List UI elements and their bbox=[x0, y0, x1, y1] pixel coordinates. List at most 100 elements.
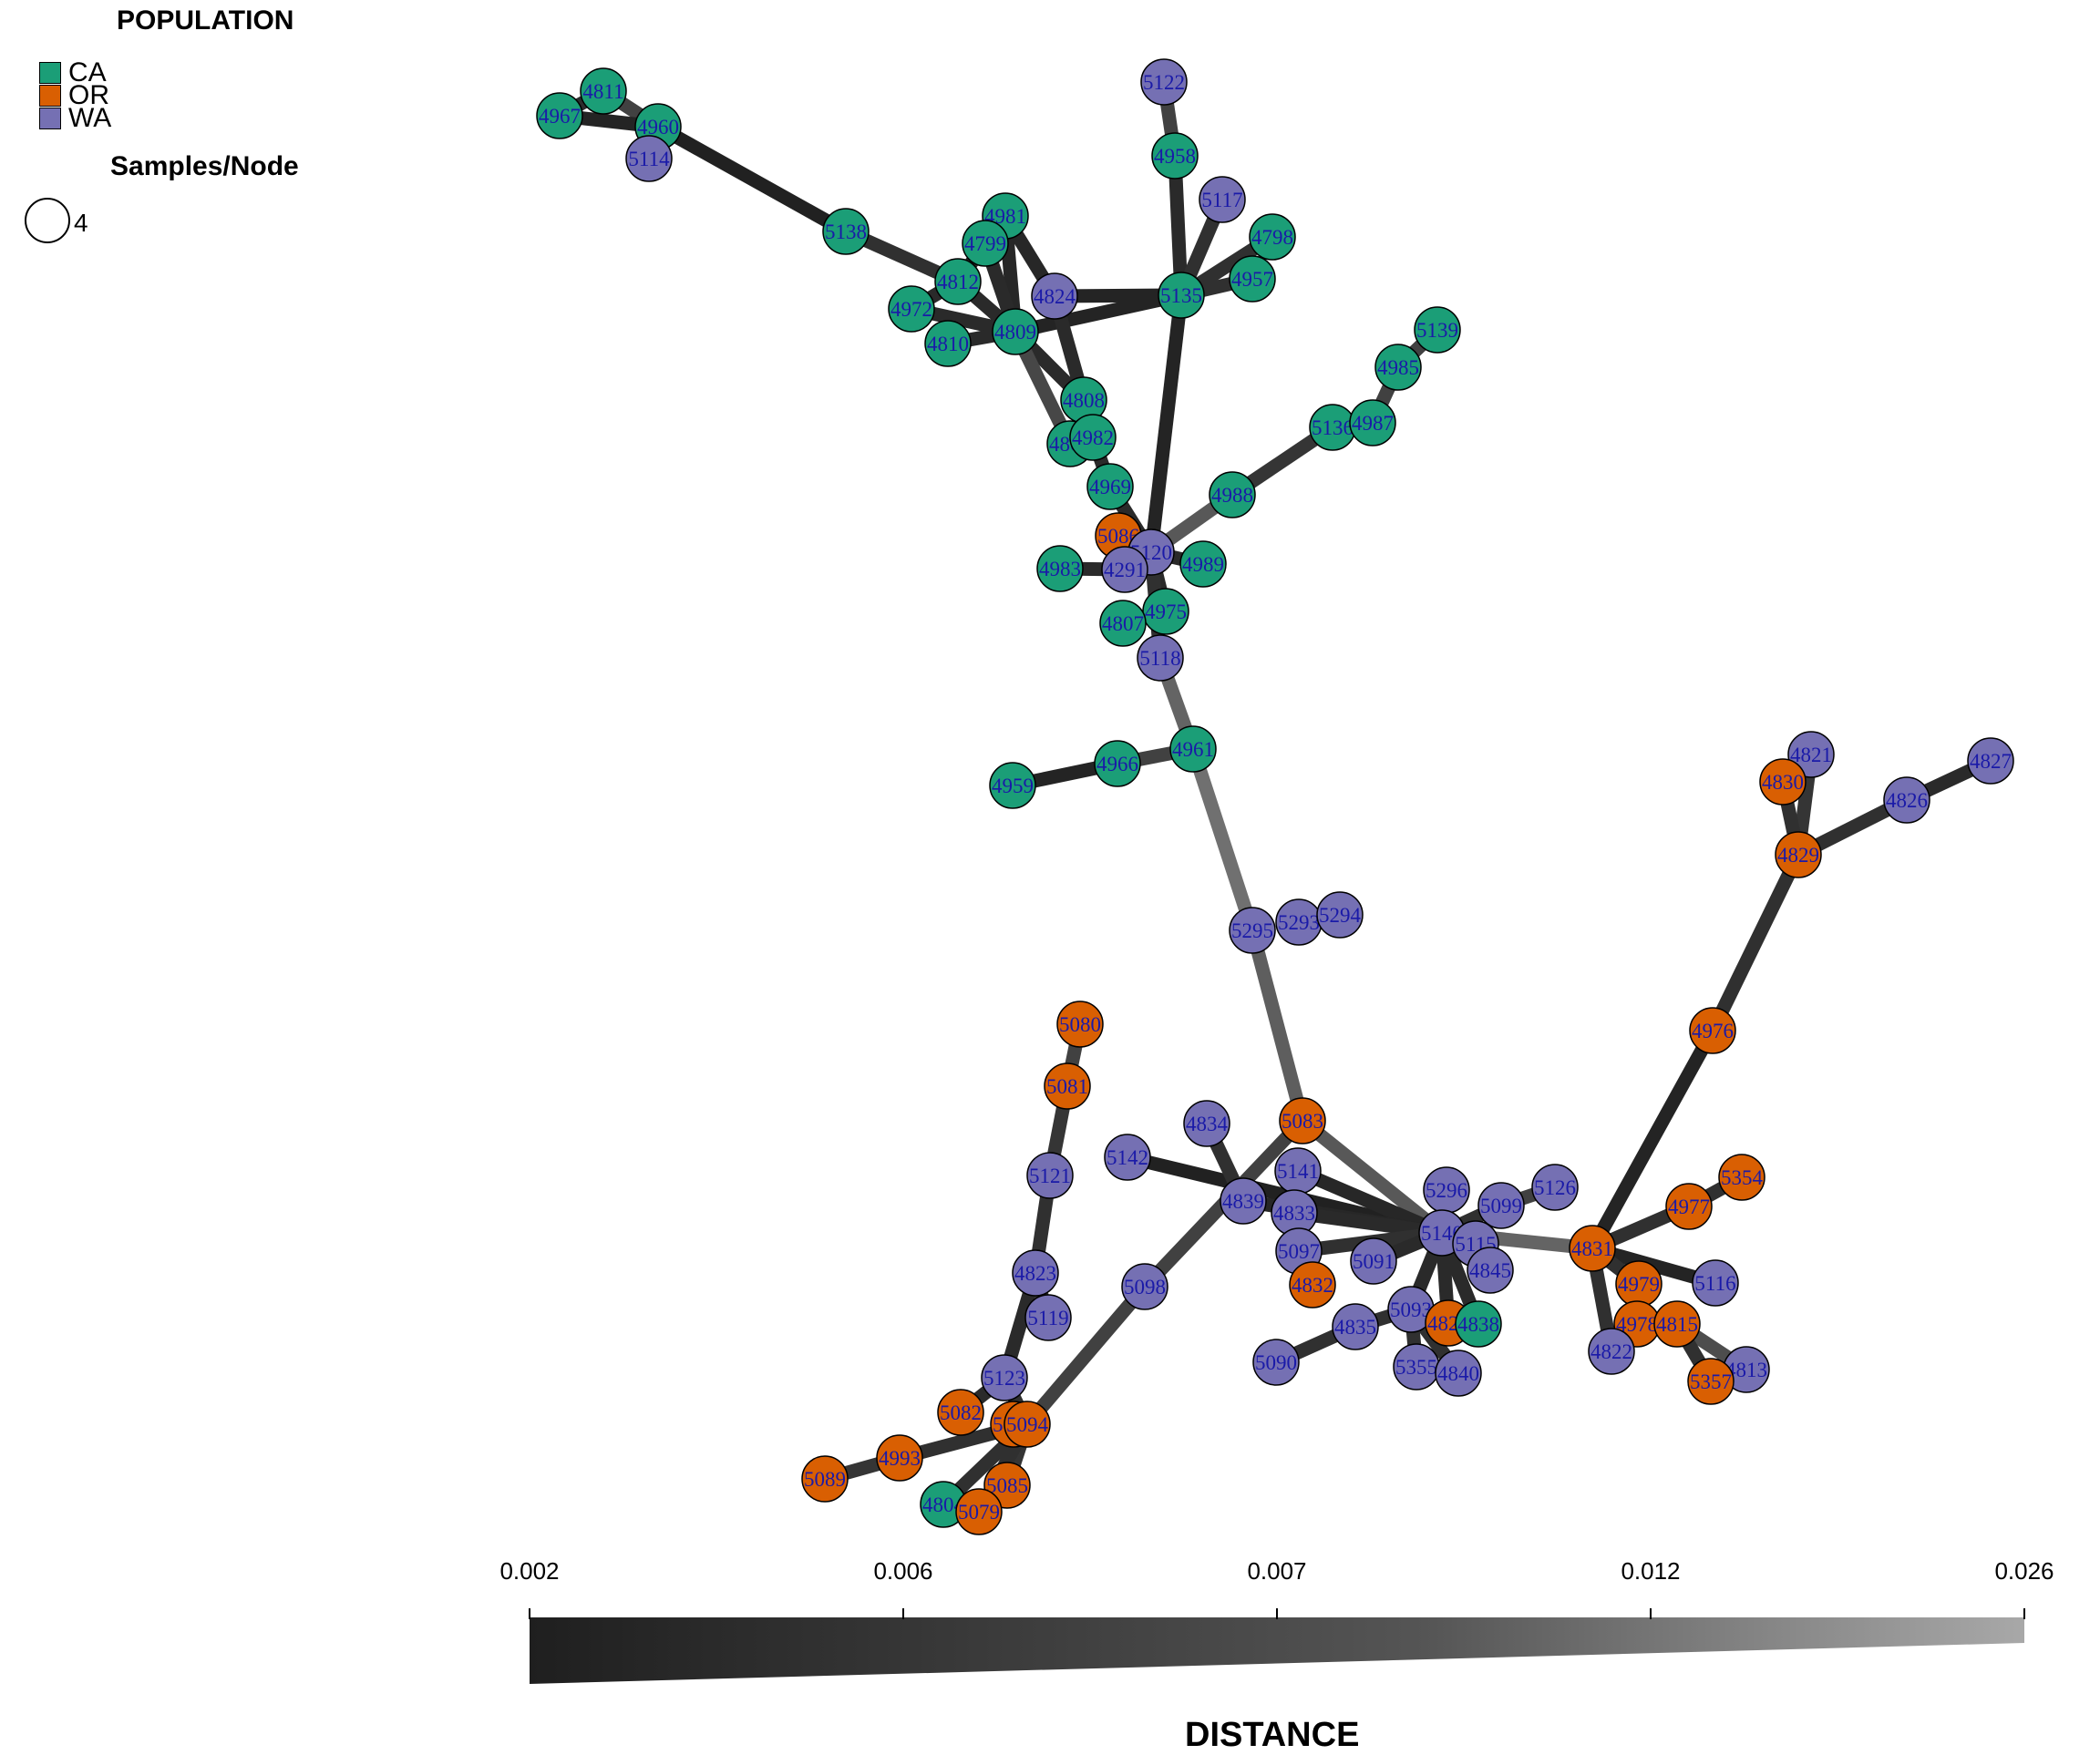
node-label-5139: 5139 bbox=[1416, 319, 1458, 342]
edge-5094-5098 bbox=[1022, 1282, 1150, 1429]
node-circle-5295 bbox=[1229, 907, 1276, 954]
node-label-4821: 4821 bbox=[1790, 744, 1832, 766]
node-label-5089: 5089 bbox=[804, 1468, 846, 1491]
node-label-5081: 5081 bbox=[1046, 1075, 1088, 1098]
node-label-4833: 4833 bbox=[1273, 1202, 1315, 1225]
node-label-5141: 5141 bbox=[1277, 1160, 1319, 1183]
node-4824: 4824 bbox=[1031, 272, 1078, 320]
node-5090: 5090 bbox=[1252, 1339, 1300, 1386]
node-label-4959: 4959 bbox=[992, 775, 1034, 797]
node-5122: 5122 bbox=[1140, 58, 1188, 106]
node-5091: 5091 bbox=[1350, 1237, 1397, 1285]
node-circle-4987 bbox=[1349, 399, 1396, 446]
node-5293: 5293 bbox=[1275, 898, 1323, 946]
node-label-4987: 4987 bbox=[1352, 412, 1394, 435]
node-label-4815: 4815 bbox=[1656, 1313, 1698, 1336]
node-label-5138: 5138 bbox=[825, 221, 867, 243]
node-circle-4831 bbox=[1569, 1225, 1616, 1272]
node-4982: 4982 bbox=[1069, 414, 1117, 461]
node-label-4823: 4823 bbox=[1014, 1262, 1056, 1285]
node-label-5093: 5093 bbox=[1390, 1298, 1432, 1321]
node-4966: 4966 bbox=[1094, 740, 1141, 787]
distance-gradient-wedge bbox=[530, 1617, 2024, 1684]
node-circle-4982 bbox=[1069, 414, 1117, 461]
node-circle-4959 bbox=[989, 762, 1036, 809]
node-label-4957: 4957 bbox=[1231, 268, 1273, 291]
node-circle-5099 bbox=[1477, 1182, 1525, 1229]
node-label-4840: 4840 bbox=[1437, 1362, 1479, 1385]
node-label-5135: 5135 bbox=[1160, 284, 1202, 307]
node-circle-5294 bbox=[1316, 891, 1364, 939]
node-circle-4840 bbox=[1435, 1350, 1482, 1397]
node-label-5123: 5123 bbox=[983, 1367, 1025, 1390]
node-circle-4810 bbox=[924, 320, 972, 367]
node-label-4993: 4993 bbox=[879, 1447, 921, 1470]
legend-label-wa: WA bbox=[68, 103, 112, 133]
node-5089: 5089 bbox=[801, 1455, 849, 1503]
legend-swatch-or bbox=[39, 84, 61, 107]
node-circle-5114 bbox=[625, 135, 673, 182]
node-circle-4807 bbox=[1099, 600, 1147, 647]
node-label-5119: 5119 bbox=[1027, 1307, 1068, 1329]
node-circle-5138 bbox=[822, 208, 870, 255]
node-circle-4811 bbox=[580, 67, 627, 115]
node-circle-4291 bbox=[1101, 546, 1148, 593]
node-label-4979: 4979 bbox=[1618, 1273, 1660, 1296]
node-label-4831: 4831 bbox=[1571, 1237, 1613, 1260]
node-4807: 4807 bbox=[1099, 600, 1147, 647]
node-circle-5098 bbox=[1121, 1263, 1168, 1310]
edge-5135-5120 bbox=[1144, 294, 1189, 553]
node-5354: 5354 bbox=[1718, 1154, 1765, 1201]
node-circle-5119 bbox=[1024, 1294, 1072, 1341]
node-label-4826: 4826 bbox=[1886, 789, 1928, 812]
node-4975: 4975 bbox=[1142, 588, 1189, 635]
node-label-4827: 4827 bbox=[1970, 750, 2012, 773]
legend-label-or: OR bbox=[68, 80, 109, 110]
edge-4960-5138 bbox=[654, 120, 849, 238]
node-label-4985: 4985 bbox=[1377, 356, 1419, 379]
scale-tick-label-4: 0.026 bbox=[1994, 1557, 2054, 1585]
node-4815: 4815 bbox=[1653, 1300, 1701, 1348]
node-4826: 4826 bbox=[1883, 776, 1930, 824]
node-label-4966: 4966 bbox=[1096, 753, 1138, 775]
node-circle-4829 bbox=[1775, 831, 1822, 878]
node-label-4989: 4989 bbox=[1182, 553, 1224, 576]
node-circle-5123 bbox=[981, 1354, 1028, 1401]
node-label-4810: 4810 bbox=[927, 333, 969, 355]
node-label-5082: 5082 bbox=[940, 1401, 982, 1424]
node-label-4976: 4976 bbox=[1692, 1020, 1734, 1042]
node-circle-5126 bbox=[1531, 1164, 1579, 1211]
distance-title: DISTANCE bbox=[1185, 1716, 1360, 1754]
node-label-4838: 4838 bbox=[1457, 1313, 1499, 1336]
node-4977: 4977 bbox=[1665, 1183, 1713, 1230]
node-size-label: 4 bbox=[74, 209, 88, 237]
node-5118: 5118 bbox=[1137, 634, 1184, 682]
node-label-4967: 4967 bbox=[539, 105, 581, 128]
edge-4961-5295 bbox=[1186, 746, 1260, 933]
node-circle-5091 bbox=[1350, 1237, 1397, 1285]
node-5099: 5099 bbox=[1477, 1182, 1525, 1229]
node-circle-5357 bbox=[1687, 1358, 1735, 1405]
node-circle-4989 bbox=[1179, 540, 1227, 588]
node-5294: 5294 bbox=[1316, 891, 1364, 939]
scale-ticks: 0.002 0.006 0.007 0.012 0.026 bbox=[499, 1557, 2054, 1619]
node-4961: 4961 bbox=[1169, 725, 1217, 773]
node-circle-4966 bbox=[1094, 740, 1141, 787]
node-circle-5116 bbox=[1692, 1259, 1739, 1307]
node-circle-4835 bbox=[1332, 1303, 1379, 1350]
node-5117: 5117 bbox=[1199, 176, 1246, 223]
node-circle-5094 bbox=[1004, 1401, 1051, 1448]
node-circle-4958 bbox=[1151, 132, 1199, 180]
node-label-5136: 5136 bbox=[1312, 416, 1354, 439]
edge-4976-4831 bbox=[1586, 1027, 1719, 1252]
node-4958: 4958 bbox=[1151, 132, 1199, 180]
node-label-5090: 5090 bbox=[1255, 1351, 1297, 1374]
node-label-4822: 4822 bbox=[1590, 1340, 1632, 1363]
legend-swatch-wa bbox=[39, 107, 61, 129]
node-circle-5135 bbox=[1158, 272, 1205, 319]
node-circle-5090 bbox=[1252, 1339, 1300, 1386]
node-4845: 4845 bbox=[1467, 1247, 1514, 1294]
node-circle-4957 bbox=[1229, 255, 1276, 303]
node-label-5294: 5294 bbox=[1319, 904, 1362, 927]
